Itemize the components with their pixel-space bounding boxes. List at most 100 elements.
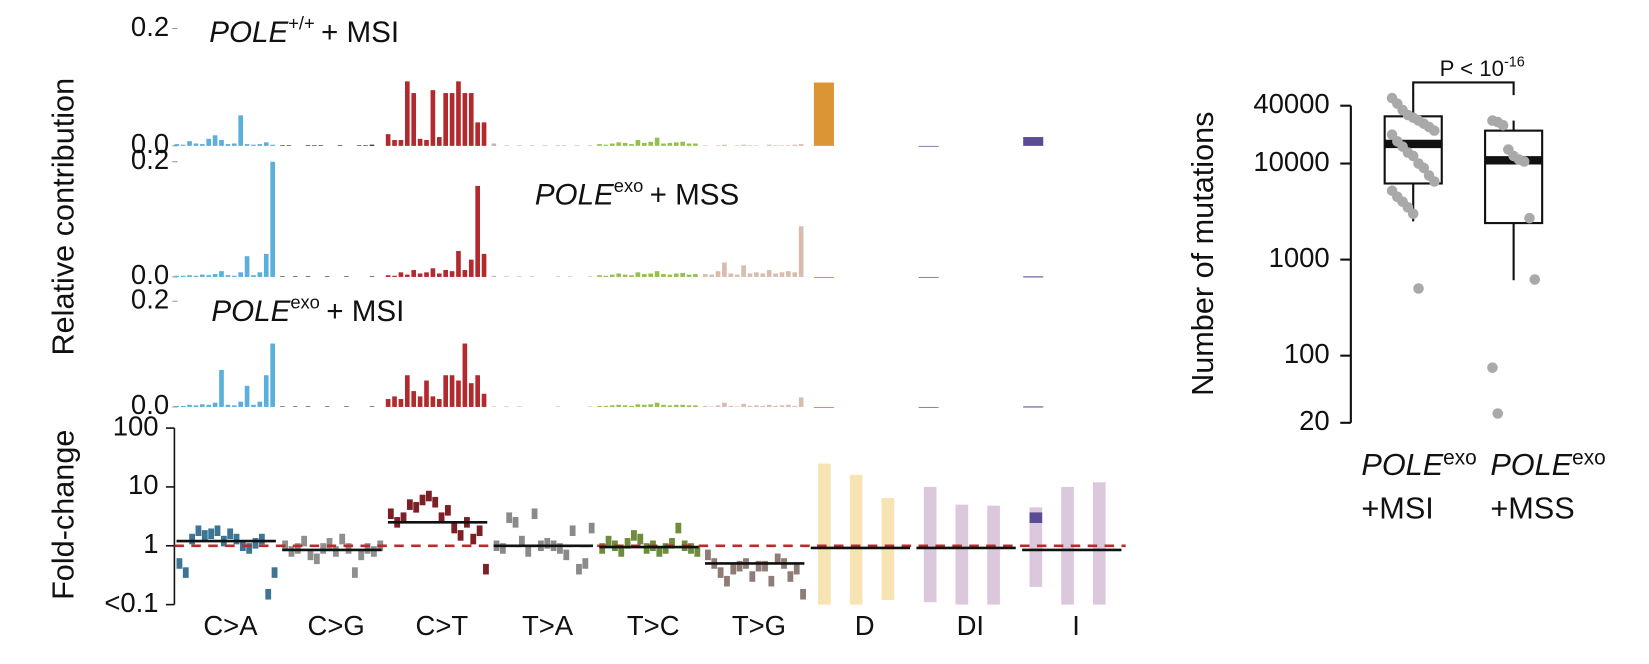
bar: [622, 405, 628, 407]
bar: [760, 273, 766, 277]
bar: [587, 406, 593, 407]
bar: [609, 274, 615, 277]
bar: [747, 145, 753, 146]
y-tick-label: <0.1: [104, 587, 158, 618]
bar: [779, 272, 785, 277]
fold-point: [413, 502, 420, 513]
bar: [597, 405, 602, 407]
bar: [462, 343, 468, 407]
bar: [918, 276, 939, 278]
fold-point: [364, 543, 371, 554]
bar: [251, 404, 256, 407]
bar: [270, 144, 275, 146]
bar: [635, 404, 641, 407]
bar: [517, 145, 522, 146]
bar: [504, 145, 509, 146]
fold-point: [544, 538, 551, 549]
bar: [667, 142, 673, 146]
interval-bar: [955, 504, 969, 605]
fold-point: [774, 553, 781, 565]
fold-point: [320, 543, 327, 554]
box: [1484, 129, 1544, 225]
data-point: [1407, 150, 1419, 162]
bar: [481, 253, 487, 277]
bar: [574, 145, 580, 146]
fold-point: [669, 538, 675, 549]
fold-point: [531, 508, 538, 520]
bar: [517, 276, 522, 277]
bar: [219, 369, 224, 407]
bar: [251, 275, 256, 277]
bar: [468, 383, 474, 407]
fold-point: [483, 563, 489, 575]
fold-point: [406, 499, 413, 510]
fold-point: [271, 567, 278, 578]
fold-point: [400, 512, 407, 523]
interval-bar: [923, 486, 937, 603]
bar: [251, 144, 256, 146]
data-point: [1497, 120, 1509, 131]
box-label: POLEexo: [1361, 446, 1476, 482]
bar: [385, 134, 391, 146]
bar: [798, 397, 804, 407]
fold-point: [675, 522, 682, 534]
bar: [635, 139, 641, 146]
panel-title-suffix: + MSS: [650, 178, 740, 211]
panel-title-suffix: + MSI: [326, 295, 404, 328]
bar: [244, 385, 250, 407]
fold-point: [201, 530, 208, 541]
fold-point: [563, 549, 570, 561]
bar: [231, 143, 237, 146]
bar: [337, 145, 343, 146]
fold-point: [1029, 512, 1043, 523]
fold-point: [787, 571, 794, 582]
bar: [436, 399, 442, 407]
bar: [312, 145, 317, 146]
bar: [187, 275, 192, 277]
fold-point: [265, 588, 272, 600]
bar: [813, 82, 834, 146]
fold-point: [588, 522, 595, 534]
bar: [686, 405, 692, 407]
fold-point: [800, 588, 806, 600]
fold-point: [371, 546, 377, 557]
data-point: [1492, 408, 1504, 419]
bar: [635, 272, 641, 277]
fold-point: [301, 535, 308, 547]
bar: [206, 404, 212, 407]
bar: [766, 404, 772, 407]
bar: [286, 145, 292, 146]
x-tick-label: C>T: [415, 610, 468, 641]
x-tick-label: T>A: [522, 610, 574, 641]
bar: [443, 93, 449, 146]
significance-bracket: [1412, 81, 1515, 96]
bar: [760, 405, 766, 407]
fold-point: [605, 535, 612, 547]
bar: [667, 405, 673, 407]
bar: [318, 145, 324, 146]
bar: [238, 115, 244, 146]
bar: [654, 271, 660, 277]
bar: [280, 276, 285, 277]
bar: [504, 276, 509, 277]
bar: [270, 161, 275, 277]
bar: [779, 405, 785, 407]
bar: [411, 391, 417, 407]
panel-title: POLEexo + MSS: [535, 175, 739, 211]
fold-point: [557, 543, 563, 554]
fold-point: [176, 558, 183, 569]
bar: [609, 143, 615, 146]
bar: [305, 145, 311, 146]
y-tick-label: 1000: [1269, 242, 1330, 273]
bar: [798, 226, 804, 277]
interval-bar: [849, 474, 863, 605]
bar: [754, 272, 759, 277]
bar: [449, 375, 455, 407]
bar: [212, 402, 218, 407]
bar: [616, 273, 622, 277]
data-point: [1418, 162, 1430, 174]
bar: [693, 143, 698, 146]
data-point: [1407, 208, 1419, 220]
fold-point: [618, 546, 625, 557]
